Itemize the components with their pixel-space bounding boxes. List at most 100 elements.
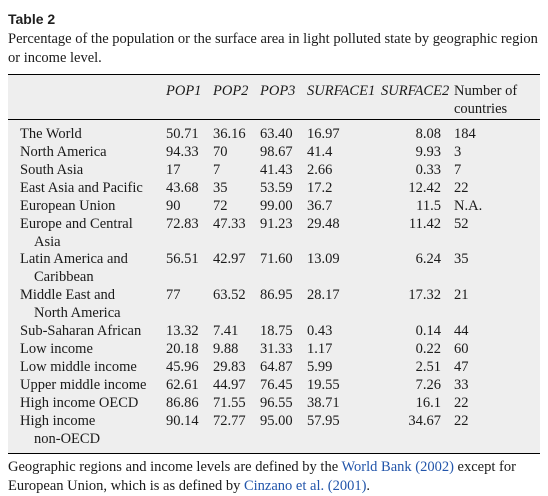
row-label-continuation: non-OECD xyxy=(34,431,101,447)
cell-s1: 41.4 xyxy=(307,144,333,160)
row-label: Middle East and North America xyxy=(20,286,160,322)
column-header-number-line2: countries xyxy=(454,101,508,117)
cell-pop2: 72.77 xyxy=(213,413,246,429)
cell-s1: 16.97 xyxy=(307,126,340,142)
cell-pop2: 9.88 xyxy=(213,341,239,357)
row-label-line: The World xyxy=(20,126,82,142)
cell-pop2: 70 xyxy=(213,144,228,160)
cell-n: 22 xyxy=(454,395,469,411)
cell-pop2: 29.83 xyxy=(213,359,246,375)
cell-pop3: 41.43 xyxy=(260,162,293,178)
row-label-continuation: North America xyxy=(34,305,121,321)
cell-s2: 0.14 xyxy=(415,323,441,339)
cell-s2: 12.42 xyxy=(408,180,441,196)
cell-pop2: 7 xyxy=(213,162,221,178)
cell-pop1: 45.96 xyxy=(166,359,199,375)
column-header-number-line1: Number of xyxy=(454,83,518,99)
cell-pop1: 13.32 xyxy=(166,323,199,339)
cell-n: 22 xyxy=(454,180,469,196)
row-label: Low middle income xyxy=(20,358,160,376)
cell-pop1: 43.68 xyxy=(166,180,199,196)
cell-n: 35 xyxy=(454,251,469,267)
row-label: European Union xyxy=(20,197,160,215)
cell-pop2: 44.97 xyxy=(213,377,246,393)
cell-pop1: 94.33 xyxy=(166,144,199,160)
row-label-line: High income xyxy=(20,413,96,429)
cell-pop3: 53.59 xyxy=(260,180,293,196)
cell-s1: 5.99 xyxy=(307,359,333,375)
footnote-text: . xyxy=(366,478,371,494)
cell-pop1: 17 xyxy=(166,162,181,178)
cell-pop3: 98.67 xyxy=(260,144,293,160)
cell-s1: 36.7 xyxy=(307,198,333,214)
cell-s2: 7.26 xyxy=(415,377,441,393)
cell-s2: 9.93 xyxy=(415,144,441,160)
cell-pop1: 77 xyxy=(166,287,181,303)
cell-n: 52 xyxy=(454,216,469,232)
table-bottom-rule xyxy=(8,453,540,454)
cell-s2: 6.24 xyxy=(415,251,441,267)
row-label: Sub-Saharan African xyxy=(20,322,160,340)
row-label-line: North America xyxy=(20,144,107,160)
world-bank-link[interactable]: World Bank (2002) xyxy=(341,459,454,475)
cinzano-link[interactable]: Cinzano et al. (2001) xyxy=(243,478,367,494)
cell-s1: 28.17 xyxy=(307,287,340,303)
cell-pop3: 96.55 xyxy=(260,395,293,411)
footnote-text: Geographic regions and income levels are… xyxy=(8,459,342,475)
cell-pop3: 63.40 xyxy=(260,126,293,142)
cell-pop2: 63.52 xyxy=(213,287,246,303)
cell-s2: 11.42 xyxy=(408,216,441,232)
cell-pop3: 64.87 xyxy=(260,359,293,375)
cell-pop3: 71.60 xyxy=(260,251,293,267)
cell-s1: 29.48 xyxy=(307,216,340,232)
cell-pop1: 72.83 xyxy=(166,216,199,232)
cell-s2: 0.22 xyxy=(415,341,441,357)
cell-n: 21 xyxy=(454,287,469,303)
cell-s2: 11.5 xyxy=(416,198,441,214)
row-label-line: South Asia xyxy=(20,162,84,178)
cell-pop3: 86.95 xyxy=(260,287,293,303)
table-label: Table 2 xyxy=(8,11,56,27)
column-header-pop2: POP2 xyxy=(213,83,249,99)
cell-s2: 34.67 xyxy=(408,413,441,429)
cell-s2: 0.33 xyxy=(415,162,441,178)
cell-pop2: 71.55 xyxy=(213,395,246,411)
cell-n: 47 xyxy=(454,359,469,375)
cell-n: 22 xyxy=(454,413,469,429)
table-background xyxy=(8,74,540,454)
column-header-pop3: POP3 xyxy=(260,83,296,99)
cell-pop3: 76.45 xyxy=(260,377,293,393)
footnote-text: except for European Union, which is as d… xyxy=(8,459,516,494)
cell-pop1: 62.61 xyxy=(166,377,199,393)
cell-pop3: 91.23 xyxy=(260,216,293,232)
cell-pop1: 90.14 xyxy=(166,413,199,429)
row-label-continuation: Caribbean xyxy=(34,269,94,285)
row-label: Low income xyxy=(20,340,160,358)
cell-pop2: 47.33 xyxy=(213,216,246,232)
row-label-line: Europe and Central xyxy=(20,216,133,232)
cell-pop3: 18.75 xyxy=(260,323,293,339)
cell-pop1: 56.51 xyxy=(166,251,199,267)
cell-n: 44 xyxy=(454,323,469,339)
row-label-line: Upper middle income xyxy=(20,377,147,393)
row-label-line: High income OECD xyxy=(20,395,139,411)
row-label: South Asia xyxy=(20,161,160,179)
table-caption: Percentage of the population or the surf… xyxy=(8,31,538,66)
column-header-pop1: POP1 xyxy=(166,83,202,99)
cell-pop2: 35 xyxy=(213,180,228,196)
cell-pop2: 36.16 xyxy=(213,126,246,142)
cell-s1: 0.43 xyxy=(307,323,333,339)
cell-pop2: 72 xyxy=(213,198,228,214)
table-top-rule xyxy=(8,74,540,75)
cell-n: 33 xyxy=(454,377,469,393)
row-label-line: Low middle income xyxy=(20,359,137,375)
cell-pop1: 90 xyxy=(166,198,181,214)
table-header-rule xyxy=(8,119,540,120)
cell-s1: 57.95 xyxy=(307,413,340,429)
cell-n: 184 xyxy=(454,126,476,142)
row-label-line: Middle East and xyxy=(20,287,116,303)
cell-s1: 1.17 xyxy=(307,341,333,357)
cell-s2: 2.51 xyxy=(415,359,441,375)
cell-s2: 16.1 xyxy=(415,395,441,411)
column-header-surface1: SURFACE1 xyxy=(307,83,376,99)
